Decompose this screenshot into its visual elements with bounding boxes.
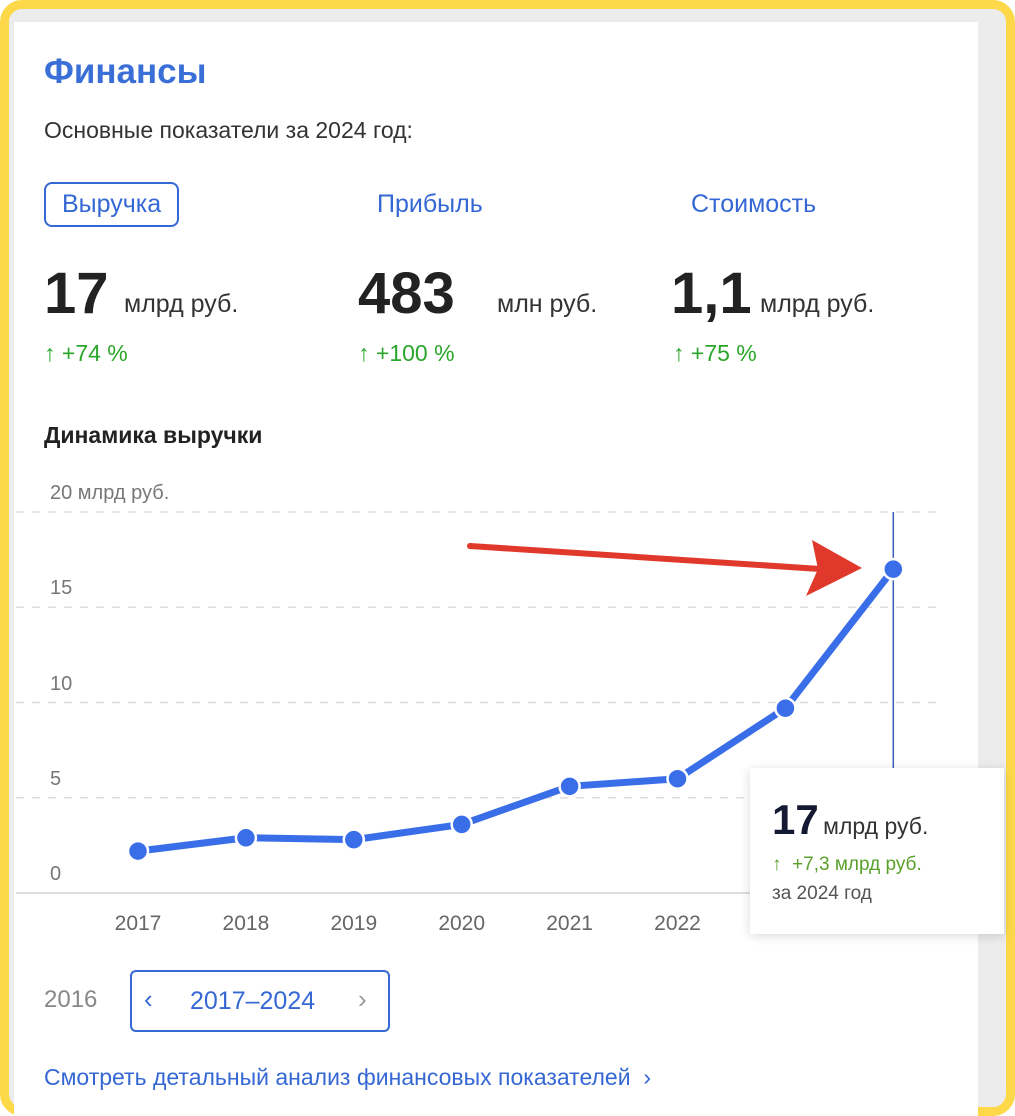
data-point-2019 [342, 828, 366, 851]
profit-unit: млн руб. [497, 290, 598, 318]
annotation-arrow-shaft [467, 543, 823, 572]
x-tick-label: 2017 [114, 912, 162, 935]
x-tick-label: 2020 [438, 912, 486, 935]
chart-title: Динамика выручки [44, 422, 263, 448]
chevron-right-icon[interactable]: › [358, 984, 367, 1014]
revenue-delta: +74 % [61, 340, 128, 366]
revenue-unit: млрд руб. [124, 290, 239, 318]
data-point-2023 [774, 696, 797, 720]
data-point-2020 [450, 813, 473, 836]
subtitle: Основные показатели за 2024 год: [44, 117, 413, 143]
x-tick-label: 2019 [330, 912, 378, 935]
chevron-right-icon: › [643, 1064, 651, 1090]
arrow-up-icon: ↑ [772, 854, 782, 875]
tooltip-period: за 2024 год [772, 883, 872, 904]
x-tick-label: 2022 [654, 912, 701, 935]
tooltip-delta: +7,3 млрд руб. [792, 854, 922, 875]
profit-delta: +100 % [375, 340, 455, 366]
chevron-left-icon[interactable]: ‹ [144, 984, 153, 1014]
value-delta: +75 % [690, 340, 757, 366]
x-tick-label: 2021 [546, 912, 593, 935]
x-tick-label: 2018 [222, 912, 270, 935]
arrow-up-icon: ↑ [358, 340, 370, 366]
annotation-arrowhead [806, 540, 862, 596]
profit-value: 483 [358, 261, 455, 326]
tab-revenue[interactable]: Выручка [44, 182, 180, 227]
page-title: Финансы [44, 52, 207, 91]
arrow-up-icon: ↑ [673, 340, 685, 366]
value-value: 1,1 [671, 261, 752, 326]
y-tick-label: 20 млрд руб. [50, 482, 170, 504]
chart-tooltip: 17 млрд руб. ↑ +7,3 млрд руб. за 2024 го… [750, 768, 1004, 934]
range-current: 2017–2024 [190, 987, 316, 1015]
tab-profit[interactable]: Прибыль [377, 190, 483, 218]
tooltip-unit: млрд руб. [823, 813, 929, 839]
revenue-line [134, 565, 897, 855]
tooltip-value: 17 [772, 796, 819, 843]
revenue-value: 17 [44, 261, 109, 326]
data-point-2024 [882, 557, 905, 581]
data-point-2022 [666, 767, 689, 790]
range-selector: ‹ 2017–2024 › [130, 970, 390, 1032]
y-tick-label: 0 [50, 863, 62, 885]
value-unit: млрд руб. [760, 290, 875, 318]
detailed-analysis-link[interactable]: Смотреть детальный анализ финансовых пок… [44, 1064, 651, 1091]
range-prev[interactable]: 2016 [44, 986, 98, 1013]
y-tick-label: 15 [50, 577, 73, 600]
data-point-2018 [234, 826, 258, 850]
data-point-2021 [558, 775, 581, 798]
tab-value[interactable]: Стоимость [691, 190, 817, 218]
data-point-2017 [126, 839, 150, 863]
link-label: Смотреть детальный анализ финансовых пок… [44, 1064, 631, 1090]
y-tick-label: 10 [50, 672, 73, 695]
y-tick-label: 5 [50, 767, 62, 790]
arrow-up-icon: ↑ [44, 340, 56, 366]
